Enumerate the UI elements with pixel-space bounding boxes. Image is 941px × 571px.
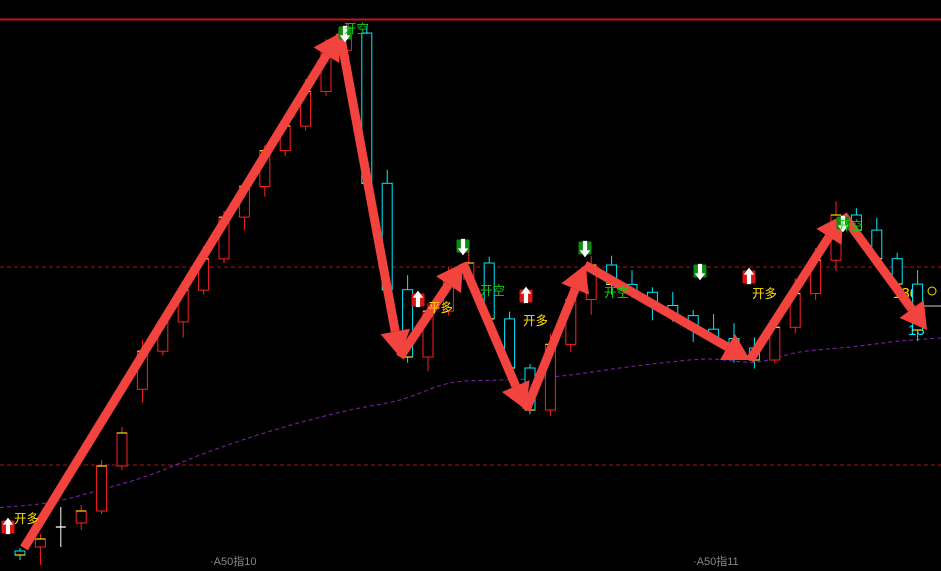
svg-text:开空: 开空 — [480, 284, 505, 298]
svg-text:开空: 开空 — [344, 22, 369, 36]
svg-text:开多: 开多 — [752, 287, 777, 301]
svg-text:开空: 开空 — [604, 286, 629, 300]
svg-text:·A50指11: ·A50指11 — [693, 554, 739, 568]
svg-text:开多: 开多 — [14, 512, 39, 526]
svg-text:平多: 平多 — [428, 301, 453, 315]
svg-text:开多: 开多 — [523, 314, 548, 328]
svg-text:开空: 开空 — [838, 219, 863, 233]
svg-text:·A50指10: ·A50指10 — [210, 554, 256, 568]
